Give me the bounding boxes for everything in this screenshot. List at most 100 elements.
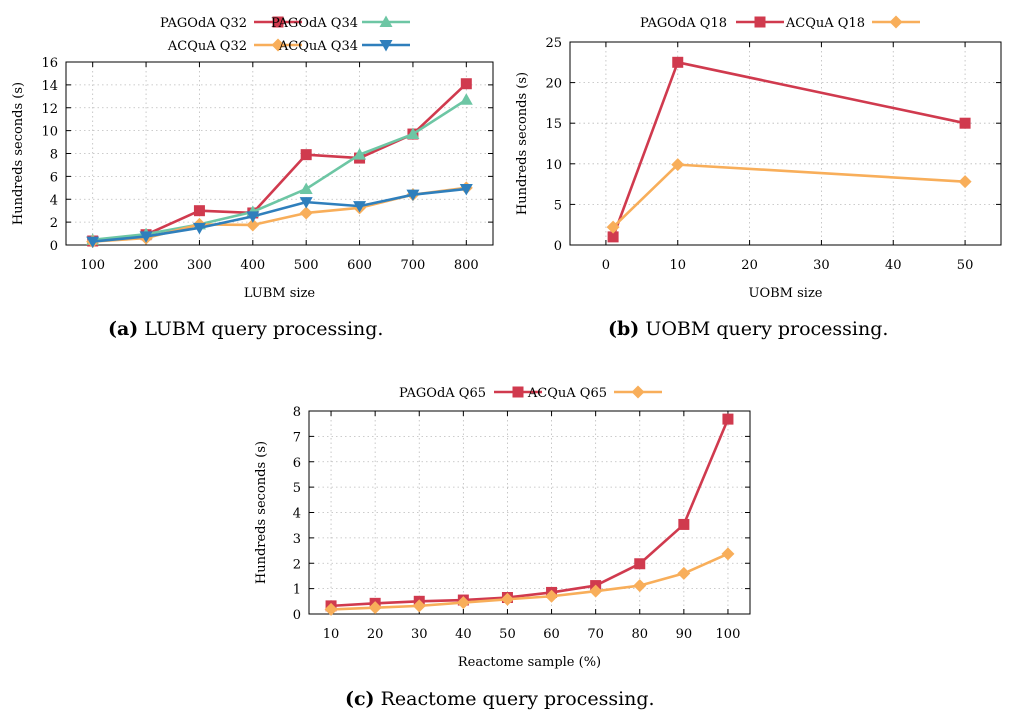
- y-tick-label: 3: [293, 532, 301, 547]
- x-axis-label: Reactome sample (%): [458, 655, 601, 670]
- x-tick-label: 20: [367, 627, 384, 642]
- series-pagoda-q34: [86, 93, 473, 245]
- data-point: [406, 127, 420, 140]
- x-tick-label: 10: [669, 258, 686, 273]
- legend-label: ACQuA Q18: [785, 16, 865, 31]
- data-point: [192, 222, 206, 235]
- data-point: [678, 518, 690, 530]
- y-tick-label: 0: [554, 239, 562, 254]
- legend-label: PAGOdA Q34: [271, 16, 358, 31]
- data-point: [193, 205, 205, 217]
- legend-marker: [631, 385, 645, 399]
- data-point: [299, 206, 313, 220]
- y-tick-label: 20: [545, 77, 562, 92]
- y-tick-label: 6: [50, 170, 58, 185]
- caption-b-text: UOBM query processing.: [645, 318, 889, 340]
- caption-a: (a) LUBM query processing.: [108, 318, 383, 340]
- y-tick-label: 10: [545, 158, 562, 173]
- x-tick-label: 100: [80, 258, 105, 273]
- series-acqua-q65: [324, 547, 735, 616]
- plot-frame: [569, 41, 1002, 246]
- data-point: [324, 602, 338, 616]
- caption-c-text: Reactome query processing.: [380, 688, 655, 710]
- y-tick-label: 10: [41, 125, 58, 140]
- y-tick-label: 5: [293, 481, 301, 496]
- x-tick-label: 80: [631, 627, 648, 642]
- legend-c: PAGOdA Q65 ACQuA Q65: [399, 385, 662, 401]
- y-tick-label: 25: [545, 36, 562, 51]
- y-axis-label: Hundreds seconds (s): [11, 82, 26, 225]
- series-line: [92, 187, 467, 243]
- caption-a-tag: (a): [108, 318, 139, 340]
- legend-label: PAGOdA Q18: [640, 16, 727, 31]
- caption-a-text: LUBM query processing.: [144, 318, 384, 340]
- y-tick-label: 2: [293, 557, 301, 572]
- y-tick-label: 8: [293, 405, 301, 420]
- data-point: [299, 197, 313, 209]
- x-axis-label: LUBM size: [244, 286, 316, 301]
- series-pagoda-q32: [87, 78, 472, 247]
- x-tick-label: 300: [187, 258, 212, 273]
- caption-c: (c) Reactome query processing.: [345, 688, 655, 710]
- x-axis-label: UOBM size: [749, 286, 823, 301]
- legend-marker: [754, 16, 766, 28]
- data-point: [459, 183, 473, 196]
- x-tick-label: 50: [499, 627, 516, 642]
- data-point: [633, 579, 647, 593]
- y-axis-label: Hundreds seconds (s): [254, 441, 269, 584]
- chart-c: 10 20 30 40 50 60 70 80 90 100 0 1 2 3 4 5 6 7 8 Reactome s…: [254, 385, 751, 670]
- x-tick-label: 30: [411, 627, 428, 642]
- data-point: [412, 599, 426, 613]
- series-line: [92, 98, 468, 242]
- series-acqua-q18: [606, 158, 972, 234]
- data-point: [589, 584, 603, 598]
- y-tick-label: 6: [293, 456, 301, 471]
- data-point: [300, 149, 312, 161]
- chart-b: 0 10 20 30 40 50 0 5 10 15 20 25 UOBM size Hundreds s…: [515, 15, 1002, 301]
- x-tick-label: 10: [323, 627, 340, 642]
- data-point: [722, 413, 734, 425]
- legend-marker: [379, 15, 393, 27]
- y-tick-label: 2: [50, 216, 58, 231]
- series-acqua-q34: [86, 183, 473, 249]
- x-tick-label: 500: [294, 258, 319, 273]
- y-tick-label: 5: [554, 198, 562, 213]
- y-tick-label: 12: [41, 102, 58, 117]
- data-point: [246, 218, 260, 232]
- x-tick-label: 40: [885, 258, 902, 273]
- legend-label: ACQuA Q65: [527, 386, 607, 401]
- series-line: [92, 82, 468, 243]
- caption-c-tag: (c): [345, 688, 375, 710]
- legend-marker: [272, 16, 284, 28]
- y-tick-label: 16: [41, 56, 58, 71]
- x-tick-label: 30: [813, 258, 830, 273]
- data-point: [368, 601, 382, 615]
- x-tick-label: 400: [240, 258, 265, 273]
- data-point: [299, 182, 313, 194]
- y-tick-label: 0: [293, 608, 301, 623]
- caption-b: (b) UOBM query processing.: [608, 318, 888, 340]
- y-tick-label: 15: [545, 117, 562, 132]
- data-point: [460, 78, 472, 90]
- chart-a: 100 200 300 400 500 600 700 800 0 2 4 6 8 10 12 14 16 LUB…: [11, 15, 494, 301]
- x-tick-label: 70: [587, 627, 604, 642]
- data-point: [456, 596, 470, 610]
- y-tick-label: 1: [293, 583, 301, 598]
- data-point: [606, 220, 620, 234]
- x-tick-label: 800: [454, 258, 479, 273]
- series-line: [330, 552, 729, 611]
- y-tick-label: 7: [293, 430, 301, 445]
- y-tick-label: 8: [50, 148, 58, 163]
- series-line: [330, 418, 730, 608]
- x-tick-label: 100: [716, 627, 741, 642]
- data-point: [958, 175, 972, 189]
- x-tick-label: 200: [134, 258, 159, 273]
- data-point: [139, 231, 153, 243]
- y-tick-label: 4: [50, 193, 58, 208]
- data-point: [634, 558, 646, 570]
- y-axis-label: Hundreds seconds (s): [515, 72, 530, 215]
- data-point: [677, 566, 691, 580]
- x-tick-label: 90: [676, 627, 693, 642]
- legend-marker: [889, 15, 903, 29]
